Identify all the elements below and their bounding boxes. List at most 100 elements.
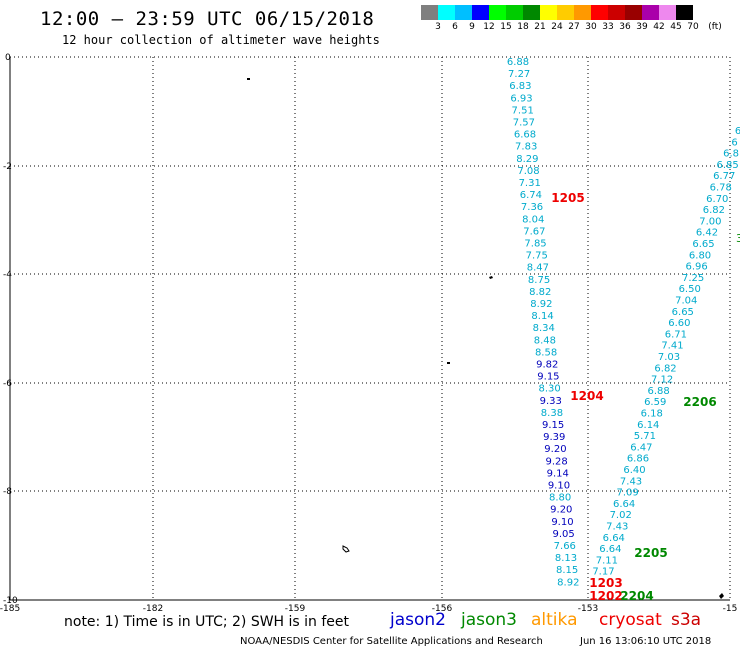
swh-value: 8.75 [528,275,550,286]
swh-value: 7.08 [517,166,539,177]
lon-tick-label: -182 [143,604,163,614]
swh-value: 7.11 [596,555,618,566]
swh-value: 7.51 [512,105,534,116]
swh-value: 7.41 [661,341,683,352]
swh-value: 6.42 [696,228,718,239]
swh-value: 6.85 [717,160,739,171]
legend-jason3: jason3 [461,610,517,630]
pass-time-label: 1205 [551,191,584,205]
swh-value: 6.14 [637,420,659,431]
scale-label: 42 [653,22,665,32]
scale-label: 6 [452,22,458,32]
swh-value: 9.20 [544,444,566,455]
swh-value: 7.57 [513,118,535,129]
swh-value: 6.65 [672,307,694,318]
scale-swatch [608,5,625,20]
swh-value: 6.18 [641,409,663,420]
legend-altika: altika [531,610,578,630]
swh-value: 7.31 [519,178,541,189]
lat-tick-label: 0 [5,53,11,63]
swh-value: 6.93 [510,93,532,104]
swh-value: 8.04 [522,214,544,225]
pass-time-label: 2206 [683,395,716,409]
swh-value: 6.64 [603,533,625,544]
swh-value: 7.09 [616,488,638,499]
swh-value: 8.47 [527,263,549,274]
swh-value: 6.8 [723,149,739,160]
swh-value: 5.71 [634,431,656,442]
swh-value: 8.15 [556,565,578,576]
swh-value: 6.64 [599,544,621,555]
swh-value: 6.50 [679,284,701,295]
swh-value: 7.36 [521,202,543,213]
swh-value: 9.39 [543,432,565,443]
swh-value: 7.12 [651,375,673,386]
swh-value: 7.00 [699,216,721,227]
scale-label: 39 [636,22,648,32]
credit-text: NOAA/NESDIS Center for Satellite Applica… [240,636,543,647]
swh-value: 6.71 [665,329,687,340]
scale-swatch [659,5,676,20]
swh-value: 6.88 [648,386,670,397]
swh-value: 8.38 [541,408,563,419]
swh-value: 6.77 [713,171,735,182]
swh-value: 6.59 [644,397,666,408]
island [719,593,724,599]
pass-time-label: 1203 [589,576,622,590]
lat-tick-label: -4 [3,270,12,280]
scale-label: 33 [602,22,614,32]
swh-value: 6.65 [692,239,714,250]
swh-value: 7.66 [554,541,576,552]
scale-swatch [489,5,506,20]
swh-value: 9.15 [537,372,559,383]
swh-value: 6.74 [520,190,542,201]
swh-value: 6.83 [509,81,531,92]
scale-label: 21 [534,22,546,32]
scale-unit: (ft) [708,22,722,32]
lat-tick-label: -10 [3,596,18,606]
timestamp-text: Jun 16 13:06:10 UTC 2018 [580,636,712,647]
page-title: 12:00 – 23:59 UTC 06/15/2018 [40,8,375,30]
swh-value: 7.03 [658,352,680,363]
scale-swatch [642,5,659,20]
swh-value: 6.68 [514,130,536,141]
swh-value: 6.80 [689,250,711,261]
swh-value: 9.14 [547,468,569,479]
scale-label: 36 [619,22,631,32]
swh-value: 7.25 [682,273,704,284]
island [342,545,350,553]
swh-value: 7.02 [610,510,632,521]
scale-swatch [472,5,489,20]
swh-value: 9.05 [552,529,574,540]
swh-value: 8.14 [531,311,553,322]
legend-cryosat: cryosat [599,610,662,630]
swh-value: 9.15 [542,420,564,431]
swh-value: 6.64 [613,499,635,510]
swh-value: 7.83 [515,142,537,153]
lat-tick-label: -2 [3,162,12,172]
swh-value: 6 [735,126,740,137]
swh-value: 9.82 [536,360,558,371]
swh-value: 7.67 [523,226,545,237]
swh-value: 6.86 [627,454,649,465]
page-subtitle: 12 hour collection of altimeter wave hei… [62,33,380,47]
scale-swatch [625,5,642,20]
swh-value: 8.80 [549,493,571,504]
swh-value: 6.40 [623,465,645,476]
swh-value: 8.29 [516,154,538,165]
pass-time-label: 2205 [634,546,667,560]
scale-label: 24 [551,22,563,32]
scale-swatch [455,5,472,20]
scale-swatch [523,5,540,20]
scale-swatch [540,5,557,20]
swh-value: 9.33 [540,396,562,407]
swh-value: 8.13 [555,553,577,564]
legend-jason2: jason2 [390,610,446,630]
swh-value: 6.82 [703,205,725,216]
swh-value: 8.34 [533,323,555,334]
lon-tick-label: -153 [578,604,598,614]
lon-tick-label: -185 [0,604,20,614]
footer-note: note: 1) Time is in UTC; 2) SWH is in fe… [64,614,350,630]
